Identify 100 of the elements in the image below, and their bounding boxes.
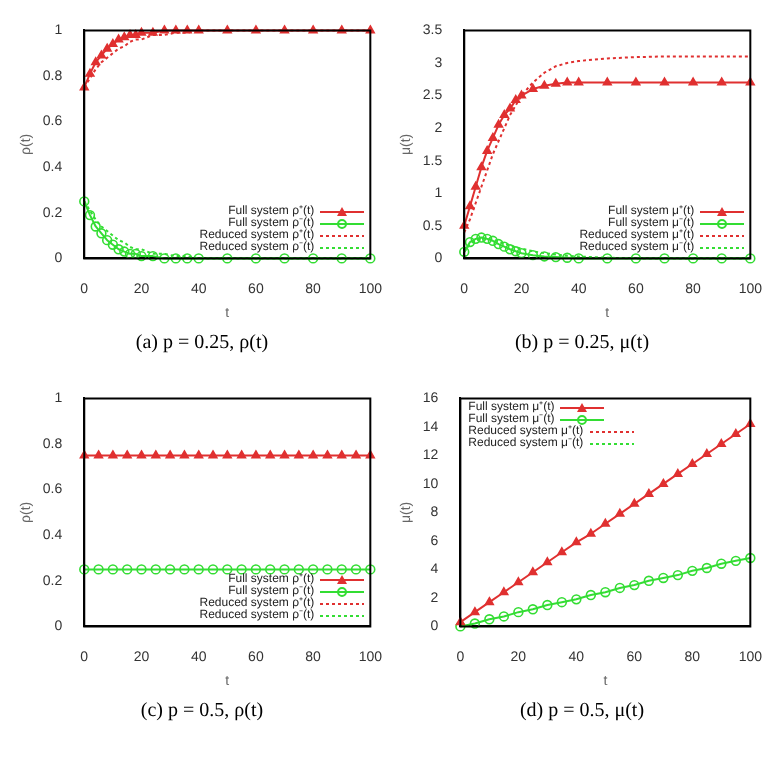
point	[493, 238, 504, 250]
point	[542, 599, 553, 611]
point	[539, 80, 549, 89]
point	[511, 94, 521, 104]
point	[476, 232, 487, 243]
point	[365, 253, 376, 264]
point	[658, 478, 668, 487]
point	[659, 77, 670, 86]
point	[482, 145, 492, 154]
point	[731, 428, 741, 438]
point	[716, 438, 726, 447]
point	[600, 518, 610, 527]
point	[513, 577, 523, 586]
point	[101, 234, 113, 246]
point	[574, 77, 584, 86]
point	[716, 253, 727, 264]
text: (b) p = 0.25, μ(t)	[512, 332, 652, 358]
point	[493, 119, 504, 128]
point	[539, 251, 550, 262]
point	[85, 68, 95, 77]
point	[717, 77, 727, 86]
point	[528, 83, 538, 93]
point	[465, 201, 475, 210]
point	[631, 77, 641, 86]
point	[688, 77, 698, 86]
point	[687, 565, 698, 577]
point	[499, 241, 510, 252]
point	[643, 575, 655, 586]
point	[96, 228, 107, 239]
point	[182, 253, 193, 264]
text: (a) p = 0.25, ρ(t)	[133, 332, 271, 358]
point	[84, 209, 96, 221]
point	[484, 596, 494, 606]
point	[113, 244, 124, 255]
point	[745, 552, 756, 564]
point	[102, 43, 112, 52]
point	[148, 27, 158, 36]
point	[672, 569, 684, 581]
point	[455, 621, 466, 632]
point	[481, 233, 493, 245]
point	[499, 109, 509, 119]
point	[107, 239, 119, 250]
point	[307, 253, 319, 264]
point	[498, 611, 510, 622]
point	[484, 614, 495, 625]
point	[250, 253, 262, 264]
point	[279, 253, 290, 264]
point	[470, 606, 480, 616]
point	[571, 537, 581, 546]
point	[459, 246, 470, 258]
point	[716, 558, 727, 569]
point	[542, 557, 552, 566]
point	[159, 253, 170, 264]
point	[476, 162, 487, 171]
point	[510, 246, 521, 257]
point	[550, 251, 561, 263]
point	[659, 253, 670, 264]
point	[586, 528, 596, 537]
point	[91, 57, 101, 66]
point	[516, 90, 527, 99]
point	[701, 562, 713, 574]
point	[673, 468, 683, 477]
point	[119, 246, 130, 257]
point	[516, 247, 527, 259]
point	[488, 132, 498, 141]
point	[470, 233, 481, 245]
point	[464, 236, 476, 248]
point	[562, 252, 573, 263]
point	[528, 567, 538, 576]
point	[90, 221, 101, 232]
point	[527, 604, 539, 615]
point	[629, 498, 639, 507]
point	[602, 253, 613, 264]
point	[222, 253, 233, 264]
point	[79, 196, 90, 207]
point	[513, 606, 524, 618]
point	[504, 244, 516, 255]
point	[469, 618, 481, 629]
point	[745, 253, 756, 264]
point	[556, 596, 568, 608]
point	[193, 253, 204, 264]
point	[487, 235, 499, 247]
point	[571, 594, 582, 605]
text: (c) p = 0.5, ρ(t)	[138, 700, 266, 726]
point	[658, 572, 669, 584]
point	[136, 250, 147, 262]
point	[551, 78, 561, 87]
point	[687, 253, 699, 264]
point	[336, 253, 347, 264]
point	[527, 249, 539, 261]
point	[585, 589, 597, 601]
point	[687, 458, 697, 467]
point	[600, 587, 611, 598]
point	[630, 253, 642, 264]
point	[629, 579, 640, 591]
point	[147, 250, 159, 262]
point	[602, 77, 612, 86]
point	[615, 508, 625, 517]
point	[499, 587, 509, 596]
text: (d) p = 0.5, μ(t)	[517, 700, 647, 726]
